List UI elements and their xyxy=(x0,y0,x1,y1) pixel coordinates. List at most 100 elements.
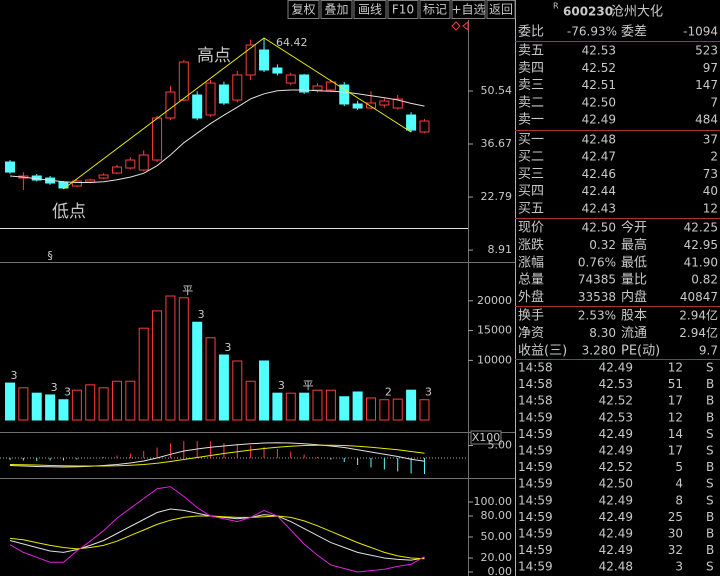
trade-time: 14:59 xyxy=(518,560,553,574)
order-volume: 73 xyxy=(703,167,718,181)
volume-bar xyxy=(125,380,136,421)
stat-value: 0.32 xyxy=(589,238,616,252)
label: 委比 xyxy=(518,25,544,40)
volume-bar xyxy=(232,360,243,421)
stat-label: 总量 xyxy=(518,273,544,288)
stat-value: 42.95 xyxy=(684,238,718,252)
order-price: 42.52 xyxy=(582,61,616,75)
volume-bar xyxy=(45,394,56,421)
toolbar-label[interactable]: 标记 xyxy=(423,3,447,17)
stat-label: 换手 xyxy=(518,309,544,324)
trade-volume: 12 xyxy=(668,410,683,424)
stat-label: 外盘 xyxy=(518,289,544,305)
value: -1094 xyxy=(683,25,718,39)
toolbar-button[interactable] xyxy=(451,0,486,19)
stat-label: 现价 xyxy=(518,221,544,236)
stock-name: 沧州大化 xyxy=(611,4,663,20)
trade-volume: 3 xyxy=(675,560,683,574)
trade-time: 14:59 xyxy=(518,444,553,458)
candle-body xyxy=(192,94,203,119)
stat-value: 9.7 xyxy=(699,343,718,357)
stat-value: 2.94亿 xyxy=(679,325,718,340)
toolbar-label[interactable]: 画线 xyxy=(358,3,382,17)
stat-label: PE(动) xyxy=(621,343,660,358)
y-tick-label: 20.00 xyxy=(481,551,513,564)
order-label: 卖一 xyxy=(518,113,544,128)
toolbar-button[interactable] xyxy=(387,0,419,19)
trade-volume: 17 xyxy=(668,394,683,408)
marker: 3 xyxy=(11,369,18,382)
y-tick-label: 50.54 xyxy=(481,84,513,97)
toolbar-button[interactable] xyxy=(320,0,353,19)
volume-bar xyxy=(259,360,270,421)
order-price: 42.43 xyxy=(582,201,616,215)
line-ma xyxy=(9,89,425,183)
candle-body xyxy=(85,179,96,183)
trade-side: B xyxy=(706,410,714,424)
candle-body xyxy=(325,81,336,91)
volume-bar xyxy=(192,321,203,421)
trade-time: 14:59 xyxy=(518,493,553,507)
order-label: 卖四 xyxy=(518,61,544,76)
stat-label: 净资 xyxy=(518,326,544,341)
trade-side: B xyxy=(706,394,714,408)
stat-label: 收益(三) xyxy=(518,343,567,358)
stat-value: 42.50 xyxy=(582,221,616,235)
order-price: 42.51 xyxy=(582,78,616,92)
trade-time: 14:59 xyxy=(518,410,553,424)
order-volume: 2 xyxy=(710,150,718,164)
order-label: 买二 xyxy=(518,150,544,165)
candle-body xyxy=(5,161,15,173)
marker: 3 xyxy=(224,341,231,354)
candle-body xyxy=(71,180,82,187)
candle-body xyxy=(365,102,376,109)
volume-bar xyxy=(245,380,256,421)
volume-bar xyxy=(165,295,176,421)
stat-value: 2.53% xyxy=(578,309,616,323)
toolbar-button[interactable] xyxy=(419,0,451,19)
toolbar-label[interactable]: 复权 xyxy=(291,3,315,17)
trade-time: 14:59 xyxy=(518,460,553,474)
volume-bar xyxy=(5,382,15,421)
volume-bar xyxy=(138,327,149,421)
trade-time: 14:59 xyxy=(518,543,553,557)
stat-label: 涨跌 xyxy=(518,237,544,253)
order-label: 买一 xyxy=(518,133,544,148)
icon[interactable] xyxy=(451,21,461,31)
order-label: 买四 xyxy=(518,184,544,199)
toolbar-button[interactable] xyxy=(287,0,320,19)
trade-price: 42.53 xyxy=(599,377,633,391)
trade-price: 42.49 xyxy=(599,444,633,458)
candle-body xyxy=(111,166,122,174)
marker: 3 xyxy=(278,379,285,392)
order-price: 42.46 xyxy=(582,167,616,181)
trade-side: S xyxy=(706,444,714,458)
stat-value: 3.280 xyxy=(582,343,616,357)
volume-bar xyxy=(299,392,310,421)
trade-price: 42.53 xyxy=(599,410,633,424)
volume-bar xyxy=(18,387,29,421)
candle-body xyxy=(245,44,256,76)
trade-price: 42.49 xyxy=(599,493,633,507)
order-volume: 12 xyxy=(703,201,718,215)
y-tick-label: 80.00 xyxy=(481,509,513,522)
toolbar-label[interactable]: 返回 xyxy=(489,3,513,17)
toolbar-button[interactable] xyxy=(486,0,516,19)
volume-bar xyxy=(152,310,163,421)
icon[interactable] xyxy=(462,20,469,32)
order-label: 买五 xyxy=(518,201,544,216)
peak-label: 64.42 xyxy=(276,36,308,49)
toolbar-label[interactable]: 叠加 xyxy=(324,3,348,17)
toolbar-label[interactable]: +自选 xyxy=(451,3,485,17)
trade-time: 14:59 xyxy=(518,527,553,541)
stat-value: 2.94亿 xyxy=(679,308,718,323)
marker: 3 xyxy=(64,386,71,399)
order-volume: 484 xyxy=(695,113,718,127)
stock-code: 600230 xyxy=(563,5,613,19)
y-tick-label: 22.79 xyxy=(481,190,513,203)
toolbar-button[interactable] xyxy=(353,0,387,19)
candle-body xyxy=(352,103,363,109)
trade-side: S xyxy=(706,361,714,375)
toolbar-label[interactable]: F10 xyxy=(392,3,414,17)
